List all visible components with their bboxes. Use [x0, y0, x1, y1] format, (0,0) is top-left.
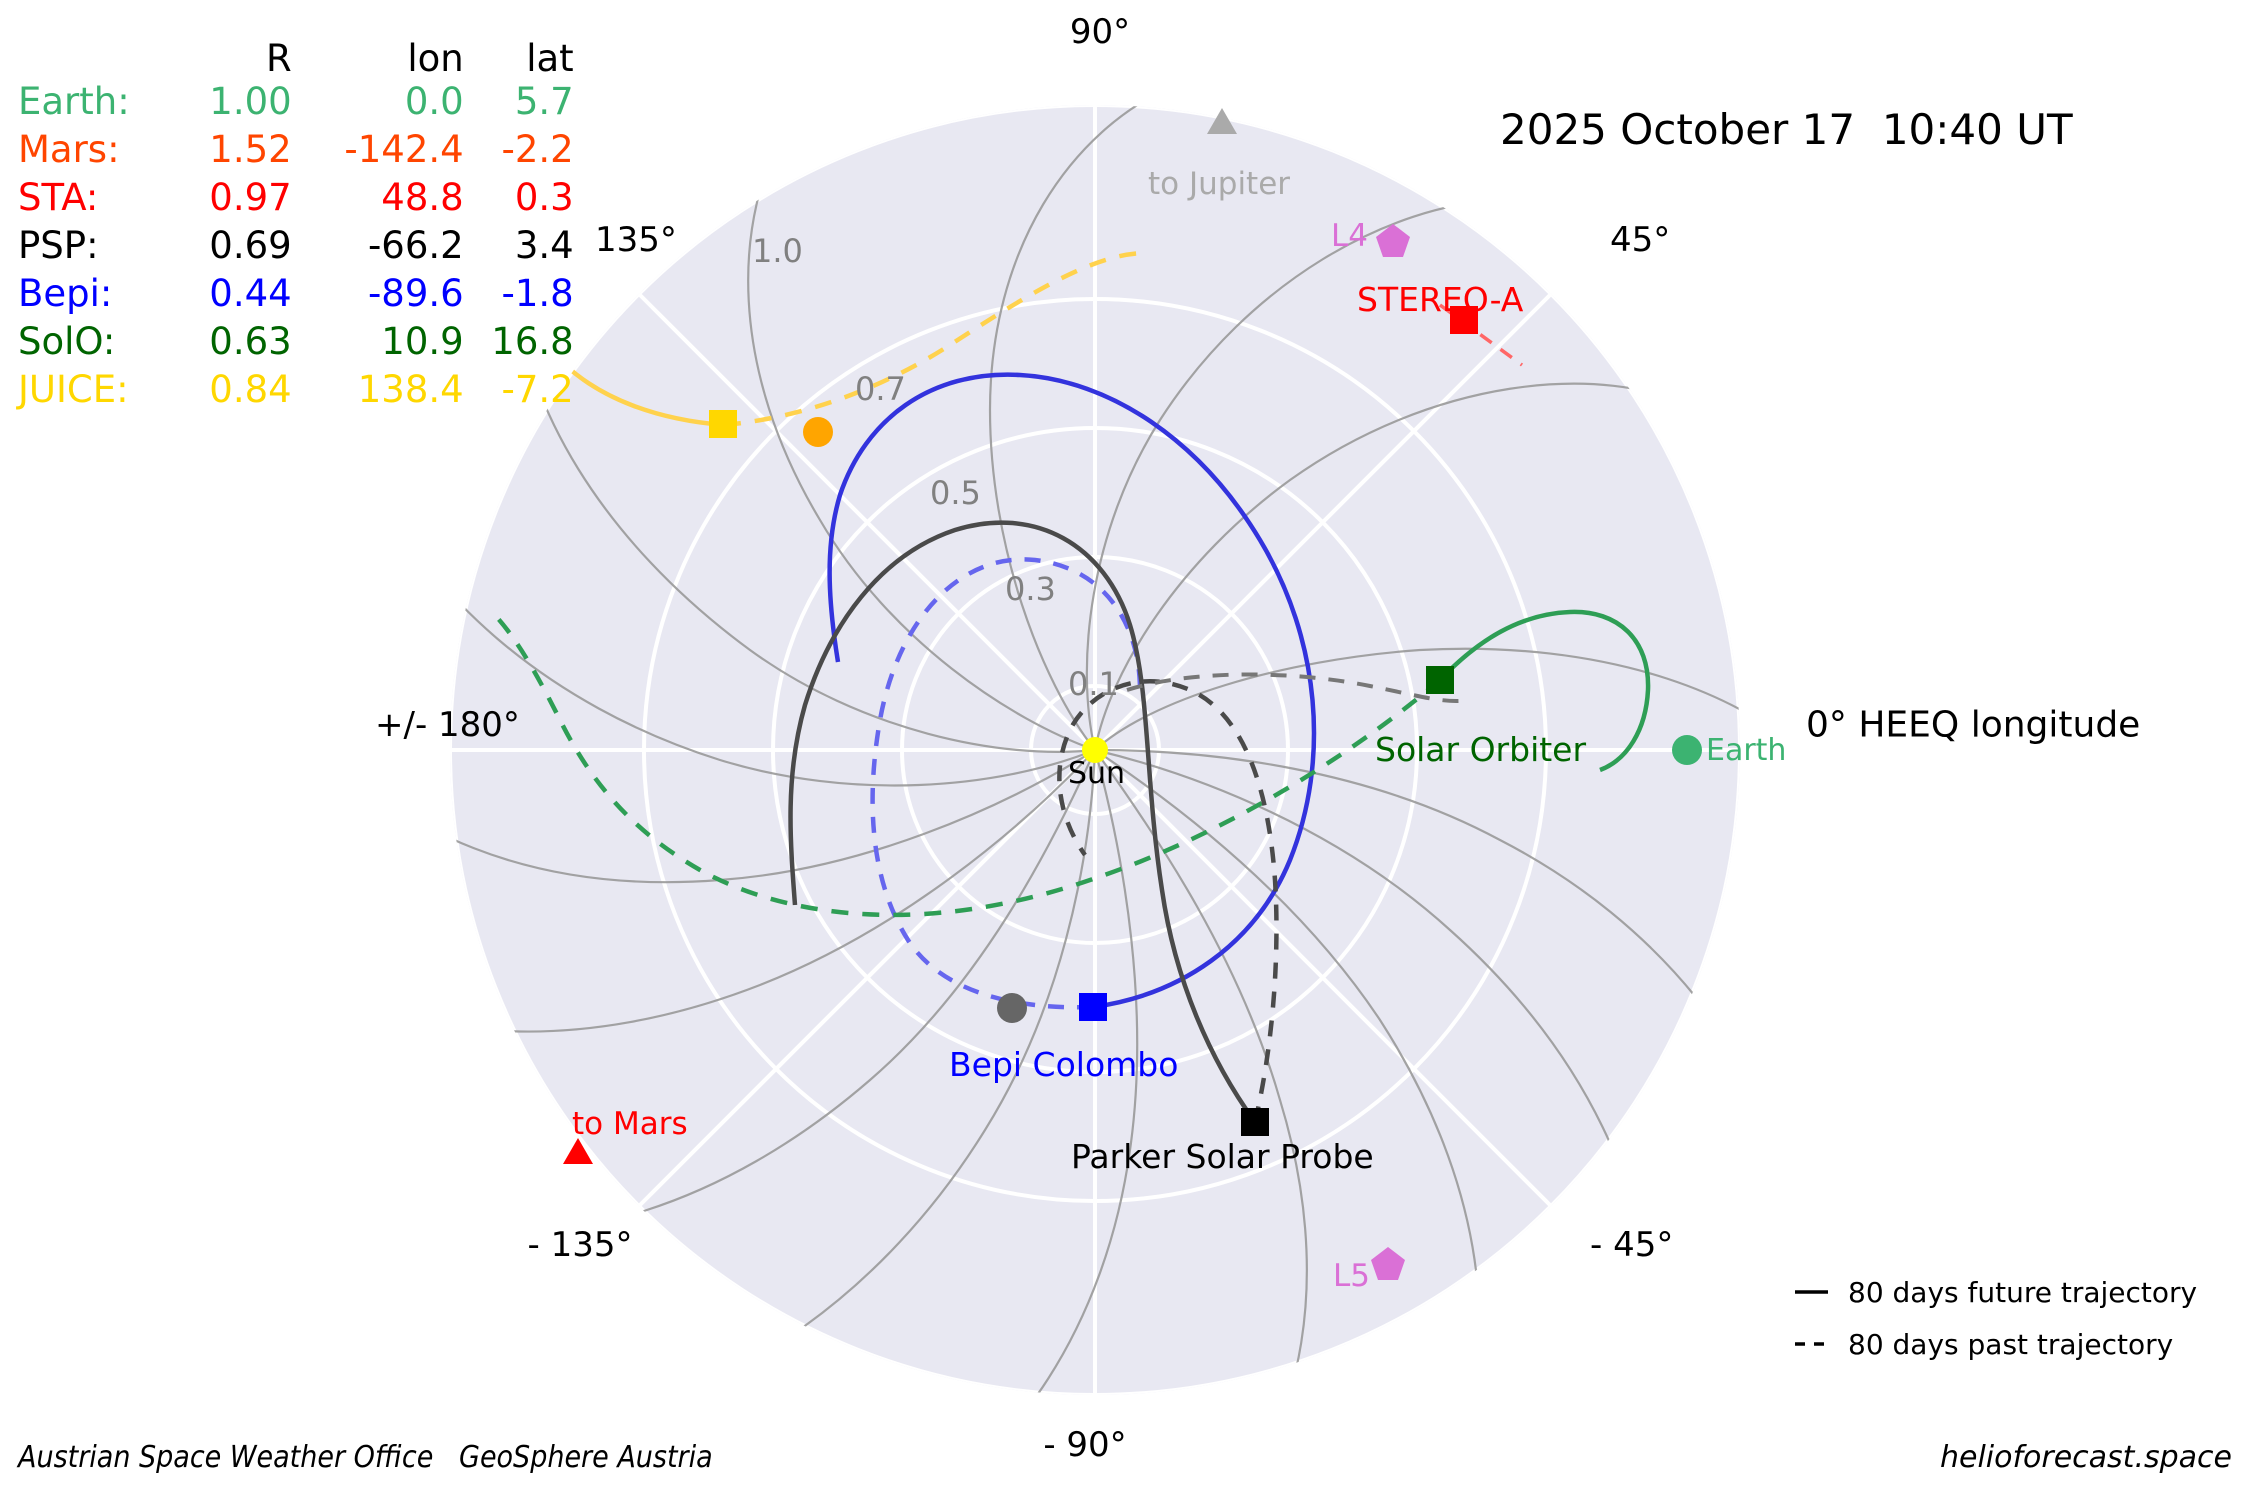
row-r-1: 1.52 — [209, 128, 292, 171]
angle-label-minus-135: - 135° — [527, 1225, 633, 1265]
row-lon-5: 10.9 — [381, 320, 464, 363]
radial-label-0-5: 0.5 — [930, 474, 981, 512]
marker-mars[interactable] — [803, 417, 833, 447]
table-row: JUICE: 0.84 138.4 -7.2 — [18, 371, 574, 419]
radial-label-1-0: 1.0 — [752, 232, 803, 270]
row-lon-3: -66.2 — [367, 224, 464, 267]
row-r-3: 0.69 — [209, 224, 292, 267]
row-r-0: 1.00 — [209, 80, 292, 123]
label-earth: Earth — [1706, 733, 1787, 768]
row-name-4: Bepi: — [18, 272, 113, 315]
marker-parker-solar-probe[interactable] — [1241, 1108, 1269, 1136]
row-lon-6: 138.4 — [357, 368, 464, 411]
table-row: STA: 0.97 48.8 0.3 — [18, 179, 574, 227]
heeq-longitude-label: 0° HEEQ longitude — [1806, 704, 2141, 746]
header-lat: lat — [526, 37, 574, 80]
label-stereo-a: STEREO-A — [1357, 280, 1524, 319]
row-name-0: Earth: — [18, 80, 130, 123]
trajectory-bepi-future — [827, 372, 1317, 1010]
label-bepi-colombo: Bepi Colombo — [949, 1045, 1179, 1084]
table-row: Mars: 1.52 -142.4 -2.2 — [18, 131, 574, 179]
polar-rings — [450, 105, 1740, 1395]
radial-label-0-3: 0.3 — [1005, 570, 1056, 608]
header-lon: lon — [407, 37, 464, 80]
row-name-6: JUICE: — [18, 368, 129, 411]
row-r-2: 0.97 — [209, 176, 292, 219]
trajectory-stereoa-past — [1438, 303, 1524, 367]
table-row: SolO: 0.63 10.9 16.8 — [18, 323, 574, 371]
row-name-1: Mars: — [18, 128, 120, 171]
row-lat-2: 0.3 — [514, 176, 574, 219]
date-title: 2025 October 17 10:40 UT — [1500, 105, 2073, 154]
angle-label-90: 90° — [1069, 12, 1131, 52]
marker-l5[interactable] — [1371, 1247, 1405, 1280]
row-name-5: SolO: — [18, 320, 116, 363]
row-lon-2: 48.8 — [381, 176, 464, 219]
row-r-5: 0.63 — [209, 320, 292, 363]
legend-item-past: 80 days past trajectory — [1848, 1328, 2174, 1361]
angle-label-minus-90: - 90° — [1043, 1425, 1127, 1465]
row-r-6: 0.84 — [209, 368, 292, 411]
to-mars-triangle-icon — [563, 1138, 593, 1164]
label-sun: Sun — [1068, 756, 1126, 791]
label-solar-orbiter: Solar Orbiter — [1375, 730, 1587, 769]
footer-right: helioforecast.space — [1939, 1440, 2232, 1475]
row-name-3: PSP: — [18, 224, 99, 267]
footer-left: Austrian Space Weather Office GeoSphere … — [18, 1440, 713, 1475]
trajectory-juice-past — [723, 250, 1147, 428]
angle-label-135: 135° — [595, 220, 677, 260]
angle-label-minus-45: - 45° — [1590, 1225, 1674, 1265]
marker-earth[interactable] — [1672, 735, 1702, 765]
angle-label-180: +/- 180° — [375, 705, 520, 745]
row-lat-4: -1.8 — [501, 272, 574, 315]
radial-label-0-7: 0.7 — [855, 370, 906, 408]
ephemeris-table: R lon lat Earth: 1.00 0.0 5.7 Mars: 1.52 -142.… — [18, 40, 574, 419]
header-name — [18, 40, 154, 83]
table-row: Earth: 1.00 0.0 5.7 — [18, 83, 574, 131]
row-r-4: 0.44 — [209, 272, 292, 315]
marker-solar-orbiter[interactable] — [1426, 666, 1454, 694]
trajectory-solo-future — [1438, 609, 1651, 773]
row-lat-3: 3.4 — [514, 224, 574, 267]
row-lat-0: 5.7 — [514, 80, 574, 123]
row-lon-4: -89.6 — [367, 272, 464, 315]
body-markers — [563, 108, 1702, 1280]
table-row: Bepi: 0.44 -89.6 -1.8 — [18, 275, 574, 323]
label-to-jupiter: to Jupiter — [1148, 166, 1291, 202]
row-lon-1: -142.4 — [344, 128, 464, 171]
legend-line-samples — [1795, 1290, 1828, 1346]
row-name-2: STA: — [18, 176, 99, 219]
table-header-row: R lon lat — [18, 40, 574, 83]
radial-label-0-1: 0.1 — [1068, 665, 1119, 703]
marker-bepi-colombo[interactable] — [1079, 993, 1107, 1021]
table-row: PSP: 0.69 -66.2 3.4 — [18, 227, 574, 275]
trajectory-psp-future — [788, 520, 1257, 1124]
row-lon-0: 0.0 — [404, 80, 464, 123]
legend-item-future: 80 days future trajectory — [1848, 1276, 2198, 1309]
marker-sun[interactable] — [1082, 737, 1108, 763]
row-lat-1: -2.2 — [501, 128, 574, 171]
header-r: R — [265, 37, 292, 80]
marker-mercury[interactable] — [997, 993, 1027, 1023]
row-lat-6: -7.2 — [501, 368, 574, 411]
marker-juice[interactable] — [709, 410, 737, 438]
marker-l4[interactable] — [1376, 224, 1410, 257]
to-jupiter-triangle-icon — [1207, 108, 1237, 134]
label-l4: L4 — [1331, 218, 1368, 254]
row-lat-5: 16.8 — [491, 320, 574, 363]
marker-stereo-a[interactable] — [1450, 306, 1478, 334]
label-parker-solar-probe: Parker Solar Probe — [1071, 1137, 1374, 1176]
trajectory-bepi-past — [870, 557, 1143, 1010]
angle-label-45: 45° — [1610, 220, 1671, 260]
label-l5: L5 — [1333, 1258, 1370, 1294]
trajectory-psp-past — [1057, 679, 1279, 1123]
label-to-mars: to Mars — [572, 1106, 688, 1142]
